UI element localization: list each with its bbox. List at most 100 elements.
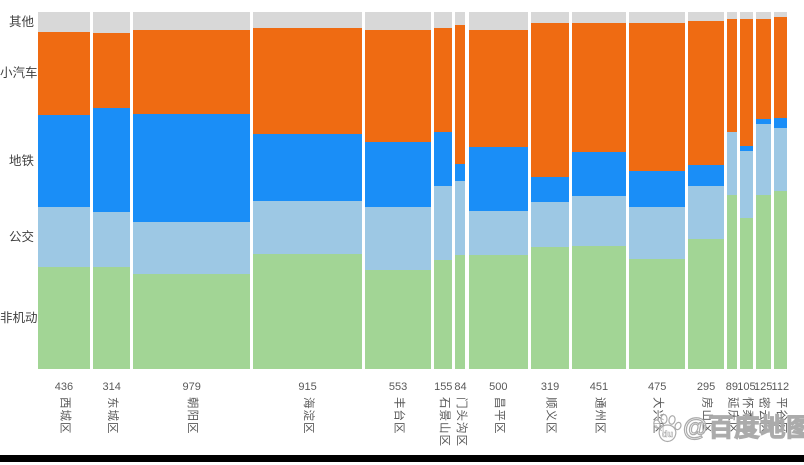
column-total-label: 295 [696,381,716,393]
column-total-label: 112 [771,381,790,393]
segment-公交 [38,206,90,267]
segment-小汽车 [455,24,466,165]
segment-公交 [628,206,686,259]
segment-其他 [38,12,90,32]
segment-非机动 [628,258,686,369]
segment-公交 [773,128,787,191]
column-total-label: 475 [647,381,667,393]
segment-其他 [773,12,787,17]
segment-其他 [572,12,626,24]
segment-公交 [434,185,453,261]
segment-其他 [365,12,432,30]
mosaic-column-顺义区 [531,12,570,369]
x-tick-label: 平谷区 [774,397,787,435]
segment-小汽车 [38,31,90,115]
column-total-label: 125 [754,381,773,393]
x-tick-label: 东城区 [106,397,119,435]
mosaic-column-昌平区 [468,12,529,369]
segment-非机动 [455,255,466,369]
segment-非机动 [726,195,738,369]
segment-公交 [92,212,131,267]
segment-小汽车 [92,33,131,108]
column-total-label: 979 [182,381,201,393]
segment-公交 [572,196,626,246]
segment-非机动 [755,195,771,369]
segment-非机动 [688,239,724,369]
segment-地铁 [455,164,466,181]
column-total-label: 105 [737,381,756,393]
x-tick-label: 丰台区 [392,397,405,435]
segment-小汽车 [133,29,251,115]
segment-其他 [455,12,466,25]
segment-非机动 [92,266,131,369]
mosaic-column-通州区 [572,12,626,369]
segment-公交 [468,210,529,256]
segment-公交 [688,185,724,240]
segment-地铁 [365,142,432,207]
segment-地铁 [773,118,787,129]
segment-非机动 [572,245,626,369]
mosaic-column-东城区 [92,12,131,369]
column-total-label: 155 [434,381,453,393]
x-tick-label: 石景山区 [437,397,450,447]
segment-非机动 [38,266,90,369]
column-total-label: 500 [489,381,508,393]
segment-地铁 [38,114,90,207]
y-axis-label-其他: 其他 [8,14,34,29]
segment-小汽车 [468,29,529,148]
segment-小汽车 [531,23,570,178]
segment-地铁 [755,118,771,124]
mosaic-column-怀柔区 [740,12,753,369]
segment-地铁 [434,132,453,186]
segment-非机动 [434,260,453,369]
segment-小汽车 [434,28,453,133]
segment-公交 [740,150,753,218]
segment-非机动 [531,246,570,369]
mosaic-column-大兴区 [628,12,686,369]
x-tick-label: 西城区 [58,397,71,435]
x-tick-label: 怀柔区 [740,397,753,435]
mosaic-column-西城区 [38,12,90,369]
segment-非机动 [133,273,251,369]
x-tick-label: 通州区 [593,397,606,435]
segment-其他 [468,12,529,30]
segment-非机动 [740,217,753,369]
column-total-label: 553 [388,381,408,393]
mosaic-column-海淀区 [253,12,363,369]
segment-小汽车 [253,28,363,135]
segment-其他 [755,12,771,20]
segment-地铁 [572,152,626,197]
segment-其他 [531,12,570,24]
segment-其他 [133,12,251,30]
bottom-bar [0,455,804,462]
segment-小汽车 [726,19,738,132]
segment-公交 [455,180,466,256]
x-tick-label: 房山区 [700,397,713,435]
segment-非机动 [365,270,432,369]
segment-小汽车 [740,19,753,146]
x-tick-label: 顺义区 [544,397,557,435]
segment-公交 [365,206,432,271]
segment-非机动 [773,190,787,369]
x-tick-label: 海淀区 [302,397,315,435]
segment-地铁 [92,107,131,213]
segment-地铁 [628,171,686,207]
segment-公交 [726,131,738,196]
mosaic-column-石景山区 [434,12,453,369]
mosaic-column-房山区 [688,12,724,369]
column-total-label: 436 [54,381,74,393]
segment-其他 [688,12,724,21]
y-axis-label-小汽车: 小汽车 [0,66,38,81]
segment-小汽车 [628,23,686,172]
segment-小汽车 [365,29,432,143]
x-tick-label: 朝阳区 [186,397,199,435]
segment-地铁 [531,177,570,203]
mosaic-column-门头沟区 [455,12,466,369]
mosaic-column-延庆区 [726,12,738,369]
segment-小汽车 [572,23,626,153]
y-axis-label-地铁: 地铁 [8,153,34,168]
segment-小汽车 [755,19,771,119]
column-total-label: 451 [589,381,609,393]
segment-地铁 [468,147,529,211]
